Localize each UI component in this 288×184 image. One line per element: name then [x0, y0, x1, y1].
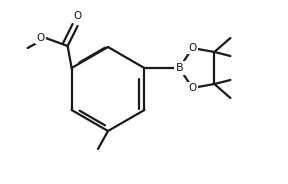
Text: B: B — [176, 63, 183, 73]
Text: O: O — [188, 83, 196, 93]
Text: O: O — [36, 33, 45, 43]
Text: O: O — [73, 11, 82, 21]
Text: O: O — [188, 43, 196, 53]
